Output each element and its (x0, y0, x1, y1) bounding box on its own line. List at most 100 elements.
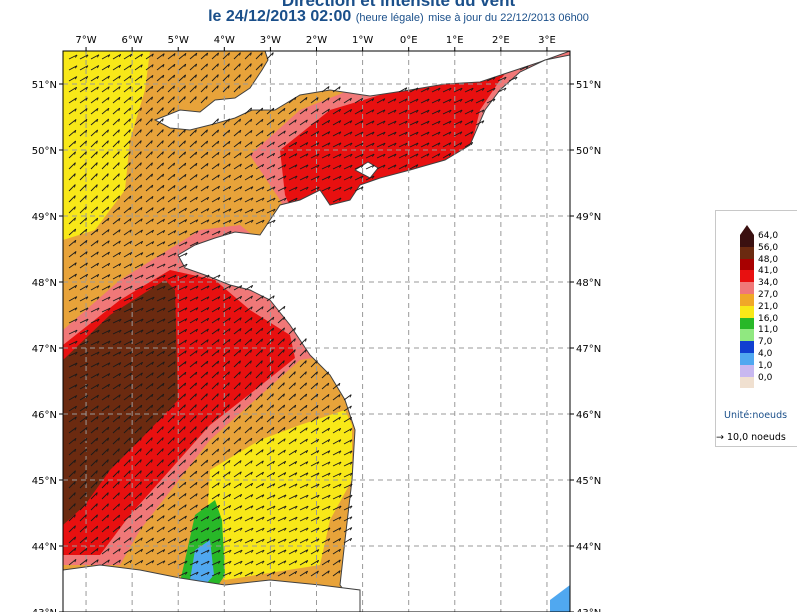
wind-arrow (200, 140, 209, 148)
wind-arrow (90, 173, 98, 181)
wind-arrow (189, 241, 199, 247)
wind-arrow (145, 372, 154, 379)
wind-arrow (409, 131, 419, 137)
wind-arrow (277, 549, 287, 555)
wind-arrow (321, 538, 331, 544)
wind-arrow (255, 219, 265, 225)
wind-arrow (90, 129, 99, 137)
wind-arrow (442, 131, 452, 137)
legend-value: 16,0 (758, 313, 779, 324)
wind-arrow (200, 448, 208, 456)
wind-arrow (156, 74, 165, 82)
wind-arrow (90, 285, 100, 291)
wind-arrow (101, 184, 109, 192)
wind-arrow (409, 98, 419, 104)
wind-arrow (123, 75, 132, 82)
wind-arrow (123, 285, 133, 291)
wind-arrow (178, 328, 188, 335)
wind-arrow (266, 460, 275, 467)
wind-arrow (233, 482, 242, 489)
wind-arrow (354, 120, 364, 126)
legend-value: 7,0 (758, 337, 773, 348)
wind-arrow (90, 307, 100, 313)
wind-arrow (343, 394, 352, 401)
wind-arrow (123, 394, 132, 401)
wind-arrow (79, 296, 89, 302)
wind-arrow (277, 483, 287, 489)
wind-arrow (431, 87, 441, 93)
wind-arrow (409, 87, 419, 93)
wind-arrow (233, 118, 242, 126)
wind-arrow (244, 129, 253, 137)
wind-arrow (310, 119, 319, 126)
legend-max-arrow (740, 225, 754, 235)
wind-arrow (68, 162, 76, 170)
wind-arrow (288, 153, 298, 159)
wind-arrow (288, 349, 296, 357)
wind-arrow (145, 481, 153, 489)
latitude-labels-left: 51°N 50°N 49°N 48°N 47°N 46°N 45°N 44°N 43°N (32, 80, 63, 612)
wind-arrow (167, 230, 177, 236)
wind-arrow (123, 296, 133, 302)
wind-arrow (79, 240, 88, 247)
wind-arrow (310, 549, 320, 555)
wind-arrow (134, 514, 143, 522)
wind-arrow (244, 460, 253, 467)
wind-arrow (79, 329, 89, 335)
wind-arrow (189, 371, 198, 379)
wind-arrow (277, 538, 287, 544)
wind-arrow (189, 162, 198, 170)
wind-arrow (266, 549, 276, 555)
wind-arrow (442, 120, 452, 126)
wind-arrow (211, 174, 220, 181)
wind-arrow (266, 449, 275, 456)
wind-arrow (266, 164, 276, 170)
zone-brown (63, 280, 178, 525)
wind-arrow (101, 459, 109, 467)
wind-arrow (244, 52, 252, 60)
wind-arrow (79, 340, 89, 346)
wind-arrow (167, 85, 175, 93)
lat-label-right: 44°N (576, 542, 601, 553)
wind-arrow (310, 438, 320, 445)
wind-arrow (222, 393, 230, 401)
wind-arrow (101, 173, 109, 181)
wind-arrow (211, 382, 219, 390)
wind-arrow (233, 186, 243, 192)
wind-arrow (211, 459, 220, 467)
wind-arrow (178, 361, 187, 368)
wind-arrow (189, 328, 198, 335)
wind-arrow (112, 492, 120, 500)
wind-arrow (486, 76, 496, 82)
wind-arrow (68, 514, 76, 522)
wind-arrow (134, 526, 143, 533)
wind-arrow (222, 140, 231, 148)
wind-arrow (244, 152, 253, 159)
wind-arrow (244, 471, 253, 478)
wind-arrow (189, 185, 198, 192)
wind-arrow (156, 107, 164, 115)
wind-arrow (134, 329, 144, 335)
wind-arrow (112, 54, 122, 60)
wind-arrow (288, 382, 296, 390)
wind-arrow (156, 340, 166, 346)
wind-arrow (200, 515, 210, 522)
wind-arrow (332, 472, 342, 478)
wind-arrow (200, 360, 209, 368)
legend-value: 34,0 (758, 278, 779, 289)
wind-arrow (332, 527, 342, 533)
wind-arrow (321, 119, 331, 126)
wind-arrow (90, 97, 99, 104)
wind-arrow (288, 494, 298, 500)
legend-swatch (740, 364, 754, 377)
wind-arrow (222, 382, 230, 390)
wind-arrow (200, 371, 209, 379)
wind-arrow (101, 240, 110, 247)
wind-arrow (134, 481, 142, 489)
wind-arrow (244, 208, 254, 214)
wind-arrow (178, 252, 188, 258)
wind-arrow (178, 481, 187, 489)
wind-arrow (167, 339, 177, 346)
wind-arrow (222, 493, 231, 500)
wind-arrow (200, 96, 208, 104)
